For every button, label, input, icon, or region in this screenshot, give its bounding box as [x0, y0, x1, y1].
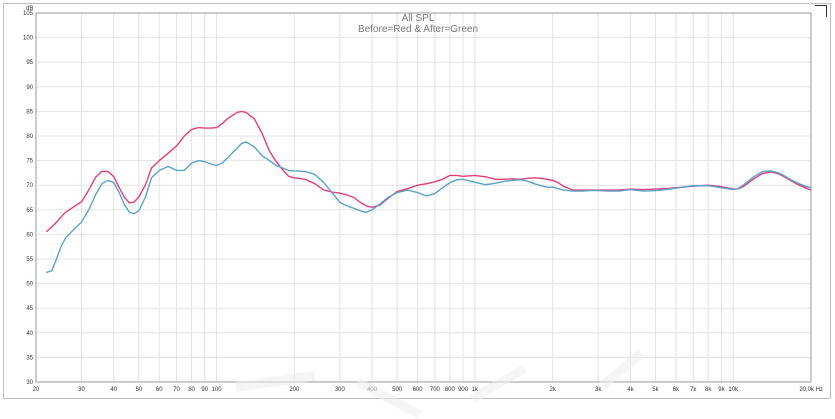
- y-tick-label: 50: [26, 282, 33, 288]
- y-tick-label: 90: [26, 85, 33, 91]
- chart-title: All SPL: [402, 13, 435, 24]
- plot-border: [35, 12, 812, 383]
- series-line-2: [46, 141, 812, 273]
- x-tick-label: 5k: [652, 387, 659, 393]
- x-tick-label: 900: [458, 387, 469, 393]
- x-tick-label: 7k: [690, 387, 697, 393]
- y-tick-label: 40: [26, 331, 33, 337]
- x-tick-label: 6k: [673, 387, 680, 393]
- x-tick-label: 800: [445, 387, 456, 393]
- chart-subtitle: Before=Red & After=Green: [358, 24, 478, 35]
- y-tick-labels: 30 35 40 45 50 55 60 65 70 75 80 85 90 95 100 105: [23, 11, 34, 386]
- y-unit-label: dB: [26, 6, 33, 12]
- series-lines: [46, 110, 812, 273]
- y-tick-label: 70: [26, 183, 33, 189]
- y-tick-label: 95: [26, 60, 33, 66]
- x-tick-label: 8k: [705, 387, 712, 393]
- x-tick-label: 3k: [595, 387, 602, 393]
- y-tick-label: 100: [23, 36, 34, 42]
- corner-mark: [815, 5, 827, 17]
- y-tick-label: 80: [26, 134, 33, 140]
- y-tick-label: 105: [23, 11, 34, 17]
- x-tick-label: 200: [289, 387, 300, 393]
- x-tick-label: 40: [110, 387, 117, 393]
- x-tick-label: 30: [78, 387, 85, 393]
- x-tick-label: 50: [135, 387, 142, 393]
- x-tick-label: 60: [156, 387, 163, 393]
- y-tick-label: 55: [26, 257, 33, 263]
- x-tick-label: 10k: [728, 387, 739, 393]
- x-tick-label: 600: [413, 387, 424, 393]
- y-tick-label: 65: [26, 208, 33, 214]
- y-tick-label: 60: [26, 232, 33, 238]
- y-tick-label: 75: [26, 159, 33, 165]
- x-tick-label: 9k: [718, 387, 725, 393]
- y-tick-label: 45: [26, 306, 33, 312]
- plot-background: [36, 13, 811, 382]
- x-tick-label: 1k: [472, 387, 479, 393]
- x-tick-label: 100: [212, 387, 223, 393]
- x-tick-label: 700: [430, 387, 441, 393]
- x-tick-label: 20,0k Hz: [799, 387, 823, 393]
- x-tick-label: 300: [335, 387, 346, 393]
- y-tick-label: 30: [26, 380, 33, 386]
- y-tick-label: 85: [26, 109, 33, 115]
- x-tick-label: 2k: [549, 387, 556, 393]
- x-tick-labels: 2030405060708090100200300400500600700800…: [33, 387, 823, 393]
- x-tick-label: 20: [33, 387, 40, 393]
- x-tick-label: 500: [392, 387, 403, 393]
- x-tick-label: 70: [173, 387, 180, 393]
- y-tick-label: 35: [26, 355, 33, 361]
- x-tick-label: 80: [188, 387, 195, 393]
- x-tick-label: 90: [201, 387, 208, 393]
- x-tick-label: 4k: [627, 387, 634, 393]
